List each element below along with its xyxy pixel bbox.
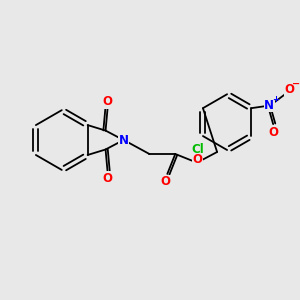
Text: −: − — [292, 79, 300, 89]
Text: N: N — [118, 134, 128, 146]
Text: O: O — [268, 126, 278, 139]
Text: O: O — [160, 176, 170, 188]
Text: O: O — [284, 83, 294, 96]
Text: Cl: Cl — [192, 143, 204, 157]
Text: O: O — [103, 172, 112, 185]
Text: O: O — [103, 95, 112, 108]
Text: +: + — [272, 95, 279, 104]
Text: O: O — [192, 154, 202, 166]
Text: N: N — [264, 99, 274, 112]
